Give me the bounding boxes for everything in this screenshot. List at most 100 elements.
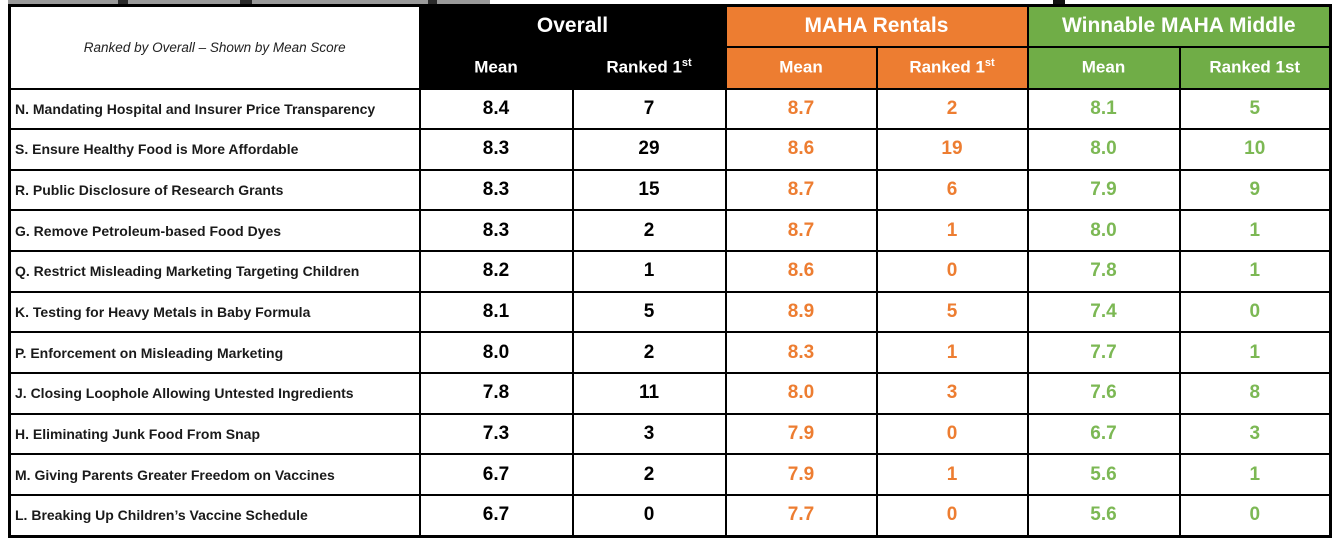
- winnable-mean-cell: 8.0: [1026, 128, 1181, 171]
- overall-ranked1-cell: 3: [571, 412, 727, 456]
- winnable-ranked1-cell: 3: [1178, 412, 1332, 456]
- overall-ranked1-cell: 2: [571, 331, 727, 374]
- maha-ranked1-cell: 1: [875, 453, 1029, 496]
- row-label: H. Eliminating Junk Food From Snap: [8, 412, 421, 456]
- winnable-ranked1-cell: 10: [1178, 128, 1332, 171]
- subheader-overall-ranked1: Ranked 1st: [571, 45, 727, 90]
- maha-ranked1-cell: 19: [875, 128, 1029, 171]
- maha-mean-cell: 8.6: [724, 250, 878, 293]
- maha-mean-cell: 7.7: [724, 493, 878, 538]
- row-label: J. Closing Loophole Allowing Untested In…: [8, 371, 421, 415]
- overall-mean-cell: 7.3: [418, 412, 574, 456]
- winnable-mean-cell: 7.8: [1026, 250, 1181, 293]
- maha-ranked1-cell: 3: [875, 371, 1029, 415]
- overall-ranked1-cell: 7: [571, 87, 727, 131]
- winnable-ranked1-cell: 1: [1178, 209, 1332, 253]
- table-row: Q. Restrict Misleading Marketing Targeti…: [8, 250, 1332, 293]
- winnable-ranked1-cell: 1: [1178, 250, 1332, 293]
- row-label: M. Giving Parents Greater Freedom on Vac…: [8, 453, 421, 496]
- maha-mean-cell: 8.7: [724, 168, 878, 212]
- subheader-winnable-ranked1: Ranked 1st: [1178, 45, 1332, 90]
- table-row: S. Ensure Healthy Food is More Affordabl…: [8, 128, 1332, 171]
- row-label: P. Enforcement on Misleading Marketing: [8, 331, 421, 374]
- maha-ranked1-cell: 0: [875, 412, 1029, 456]
- row-label: R. Public Disclosure of Research Grants: [8, 168, 421, 212]
- cropped-text-artifact: [1053, 0, 1065, 4]
- winnable-ranked1-cell: 9: [1178, 168, 1332, 212]
- winnable-mean-cell: 7.9: [1026, 168, 1181, 212]
- row-label: G. Remove Petroleum-based Food Dyes: [8, 209, 421, 253]
- results-table-wrap: Ranked by Overall – Shown by Mean Score …: [8, 4, 1332, 538]
- winnable-ranked1-cell: 5: [1178, 87, 1332, 131]
- results-table: Ranked by Overall – Shown by Mean Score …: [8, 4, 1332, 538]
- winnable-ranked1-cell: 1: [1178, 453, 1332, 496]
- winnable-mean-cell: 7.6: [1026, 371, 1181, 415]
- winnable-mean-cell: 7.4: [1026, 290, 1181, 334]
- overall-ranked1-cell: 29: [571, 128, 727, 171]
- row-label: Q. Restrict Misleading Marketing Targeti…: [8, 250, 421, 293]
- overall-mean-cell: 6.7: [418, 493, 574, 538]
- maha-mean-cell: 8.7: [724, 209, 878, 253]
- winnable-mean-cell: 8.1: [1026, 87, 1181, 131]
- column-group-maha-rentals: MAHA Rentals: [724, 4, 1029, 48]
- winnable-ranked1-cell: 1: [1178, 331, 1332, 374]
- overall-mean-cell: 7.8: [418, 371, 574, 415]
- subheader-winnable-mean: Mean: [1026, 45, 1181, 90]
- row-label: S. Ensure Healthy Food is More Affordabl…: [8, 128, 421, 171]
- maha-ranked1-cell: 2: [875, 87, 1029, 131]
- table-row: H. Eliminating Junk Food From Snap 7.3 3 7.…: [8, 412, 1332, 456]
- overall-mean-cell: 6.7: [418, 453, 574, 496]
- group-header-row: Ranked by Overall – Shown by Mean Score …: [8, 4, 1332, 90]
- overall-mean-cell: 8.3: [418, 128, 574, 171]
- row-label: N. Mandating Hospital and Insurer Price …: [8, 87, 421, 131]
- table-caption: Ranked by Overall – Shown by Mean Score: [8, 4, 421, 90]
- cropped-text-artifact: [118, 0, 128, 4]
- overall-ranked1-cell: 0: [571, 493, 727, 538]
- subheader-overall-mean: Mean: [418, 45, 574, 90]
- maha-ranked1-cell: 6: [875, 168, 1029, 212]
- maha-mean-cell: 7.9: [724, 412, 878, 456]
- cropped-text-artifact: [240, 0, 252, 4]
- overall-mean-cell: 8.3: [418, 209, 574, 253]
- winnable-ranked1-cell: 8: [1178, 371, 1332, 415]
- maha-mean-cell: 7.9: [724, 453, 878, 496]
- overall-ranked1-cell: 2: [571, 209, 727, 253]
- subheader-maha-mean: Mean: [724, 45, 878, 90]
- maha-mean-cell: 8.9: [724, 290, 878, 334]
- table-body: N. Mandating Hospital and Insurer Price …: [8, 87, 1332, 538]
- overall-mean-cell: 8.0: [418, 331, 574, 374]
- winnable-mean-cell: 6.7: [1026, 412, 1181, 456]
- cropped-text-artifact: [428, 0, 437, 4]
- overall-mean-cell: 8.4: [418, 87, 574, 131]
- maha-mean-cell: 8.3: [724, 331, 878, 374]
- table-row: R. Public Disclosure of Research Grants 8…: [8, 168, 1332, 212]
- overall-ranked1-cell: 1: [571, 250, 727, 293]
- overall-ranked1-cell: 5: [571, 290, 727, 334]
- table-row: G. Remove Petroleum-based Food Dyes 8.3 2 8…: [8, 209, 1332, 253]
- sub-header-row: Mean Ranked 1st Mean Ranked 1st Mean Ran…: [10, 45, 1332, 90]
- table-row: L. Breaking Up Children’s Vaccine Schedu…: [8, 493, 1332, 538]
- maha-ranked1-cell: 1: [875, 209, 1029, 253]
- maha-ranked1-cell: 0: [875, 250, 1029, 293]
- maha-mean-cell: 8.0: [724, 371, 878, 415]
- table-row: P. Enforcement on Misleading Marketing 8.…: [8, 331, 1332, 374]
- overall-mean-cell: 8.2: [418, 250, 574, 293]
- row-label: L. Breaking Up Children’s Vaccine Schedu…: [8, 493, 421, 538]
- table-row: K. Testing for Heavy Metals in Baby Form…: [8, 290, 1332, 334]
- winnable-mean-cell: 5.6: [1026, 493, 1181, 538]
- maha-ranked1-cell: 1: [875, 331, 1029, 374]
- table-row: N. Mandating Hospital and Insurer Price …: [8, 87, 1332, 131]
- overall-ranked1-cell: 11: [571, 371, 727, 415]
- maha-ranked1-cell: 5: [875, 290, 1029, 334]
- row-label: K. Testing for Heavy Metals in Baby Form…: [8, 290, 421, 334]
- overall-mean-cell: 8.1: [418, 290, 574, 334]
- column-group-winnable-maha-middle: Winnable MAHA Middle: [1026, 4, 1332, 48]
- winnable-mean-cell: 5.6: [1026, 453, 1181, 496]
- table-row: J. Closing Loophole Allowing Untested In…: [8, 371, 1332, 415]
- maha-ranked1-cell: 0: [875, 493, 1029, 538]
- subheader-maha-ranked1: Ranked 1st: [875, 45, 1029, 90]
- winnable-mean-cell: 7.7: [1026, 331, 1181, 374]
- maha-mean-cell: 8.6: [724, 128, 878, 171]
- maha-mean-cell: 8.7: [724, 87, 878, 131]
